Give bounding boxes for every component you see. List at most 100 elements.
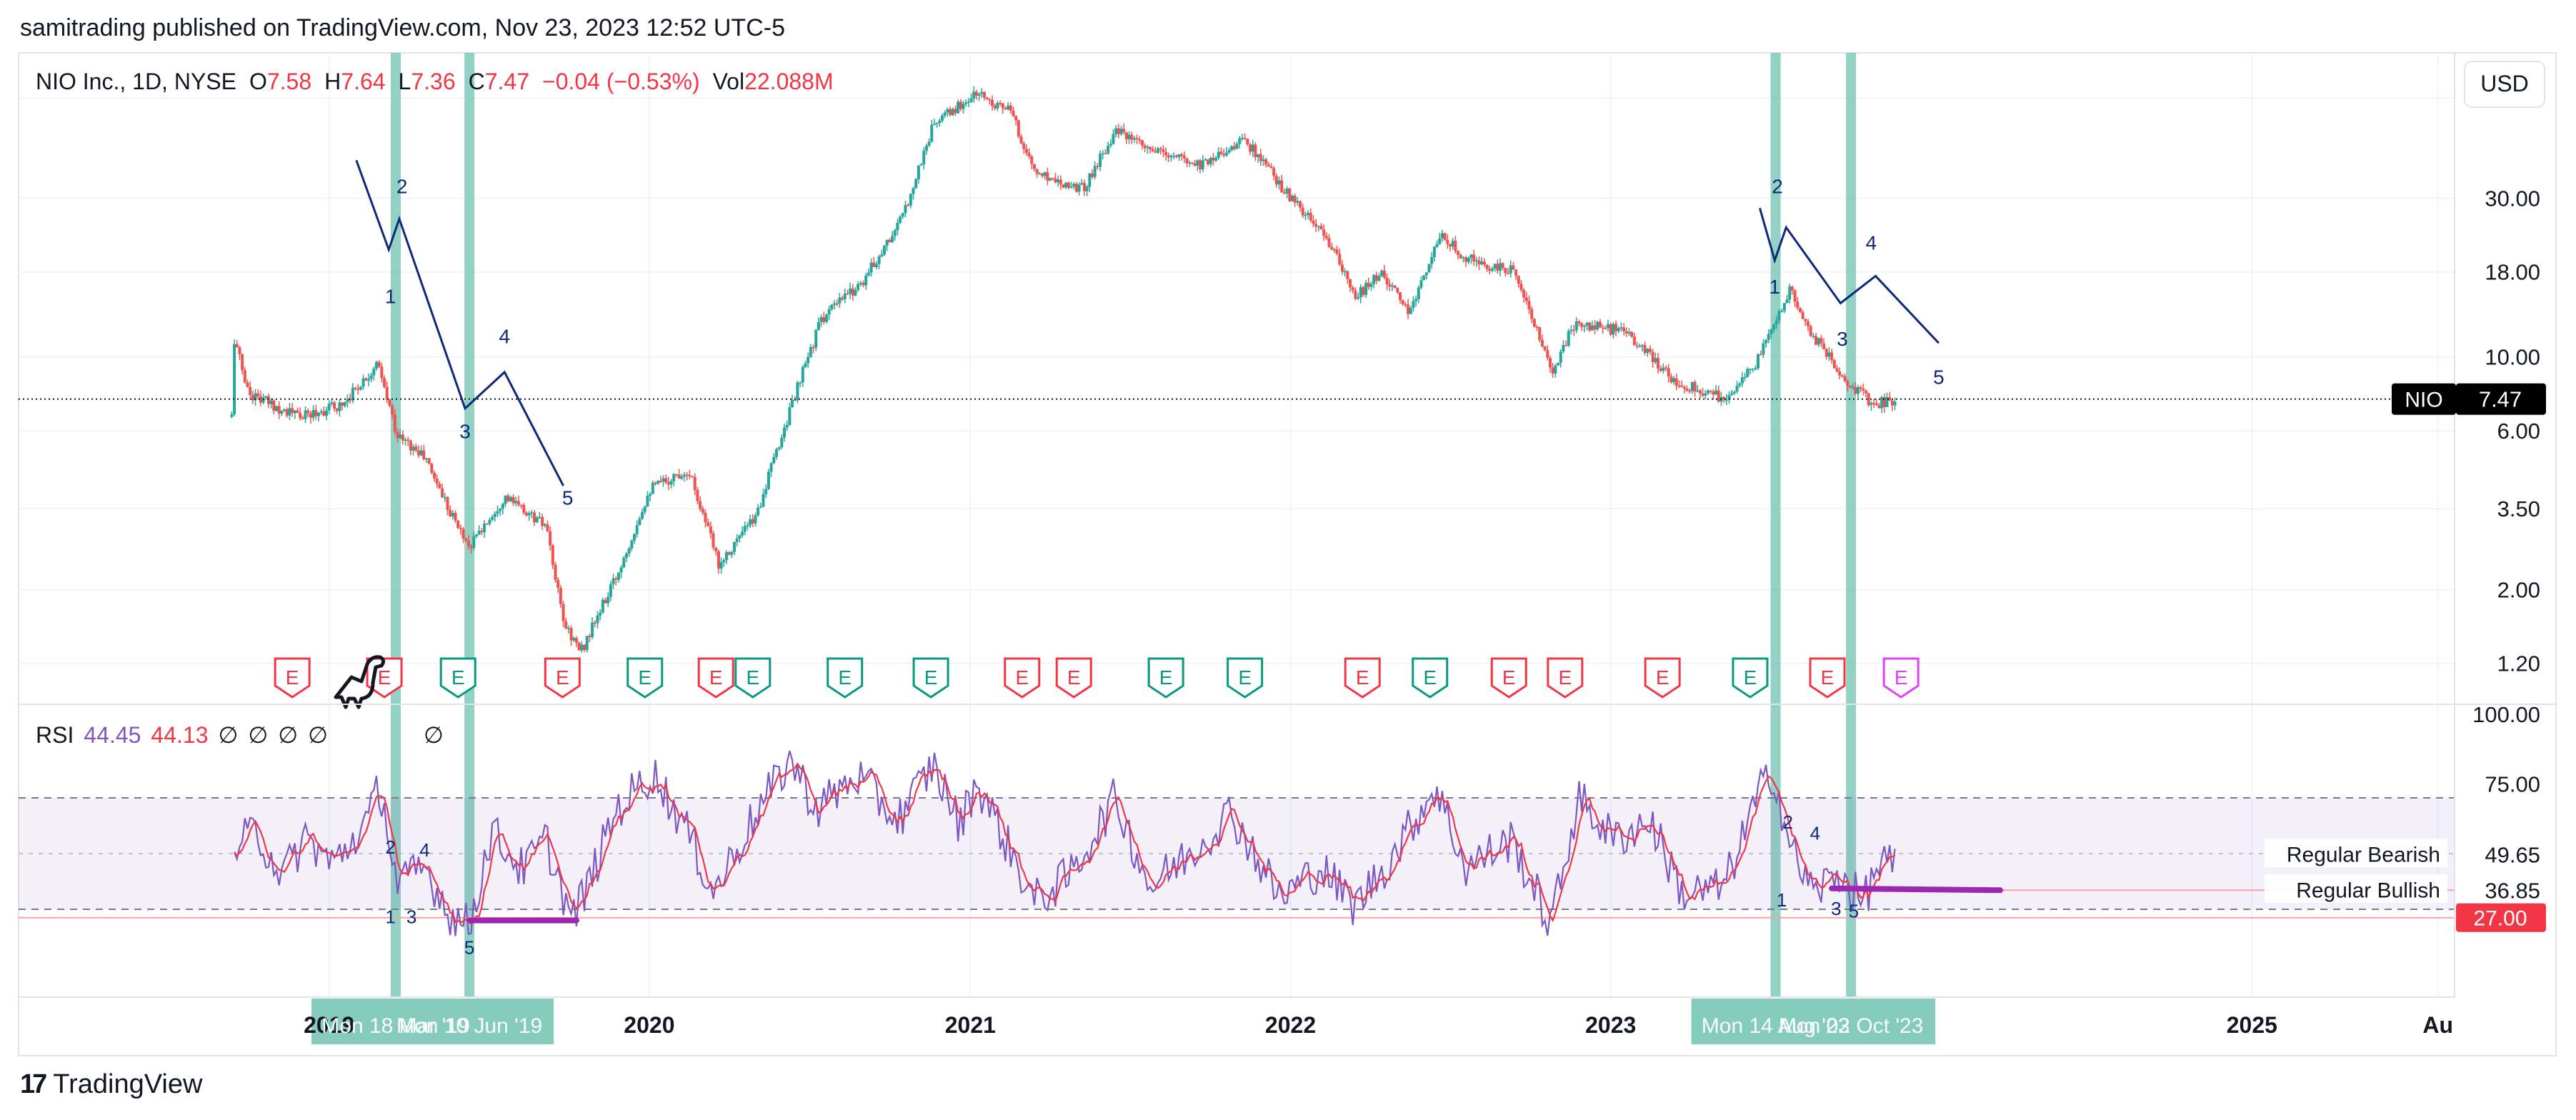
earnings-label: E (838, 666, 852, 689)
candle-down (1319, 226, 1323, 230)
earnings-marker[interactable]: E (1147, 657, 1184, 699)
candle-up (996, 103, 999, 109)
earnings-marker[interactable]: E (1882, 657, 1919, 699)
earnings-badge[interactable] (734, 657, 772, 699)
rsi-empty-value: ∅ (424, 722, 444, 748)
candle-down (1674, 378, 1678, 386)
candle-up (1372, 275, 1376, 284)
earnings-badge[interactable] (827, 657, 864, 699)
earnings-marker[interactable]: E (1547, 657, 1584, 699)
earnings-badge[interactable] (1809, 657, 1846, 699)
earnings-badge[interactable] (1344, 657, 1381, 699)
last-price-badge (2456, 383, 2546, 415)
candle-up (1498, 263, 1502, 271)
earnings-badge[interactable] (1547, 657, 1584, 699)
earnings-badge[interactable] (626, 657, 664, 699)
candle-down (1522, 289, 1526, 298)
candle-up (1427, 264, 1431, 273)
time-tick-label: 2025 (2227, 1012, 2277, 1038)
candle-down (1680, 385, 1684, 387)
candle-down (427, 458, 431, 464)
candle-down (1830, 352, 1834, 361)
earnings-badge[interactable] (697, 657, 734, 699)
tradingview-brand[interactable]: 17 TradingView (20, 1069, 202, 1100)
candle-down (1862, 389, 1865, 391)
candle-up (782, 427, 786, 438)
candle-up (611, 578, 615, 584)
candle-down (522, 504, 526, 513)
earnings-marker[interactable]: E (1809, 657, 1846, 699)
earnings-marker[interactable]: E (827, 657, 864, 699)
earnings-marker[interactable]: E (1412, 657, 1449, 699)
candle-up (867, 272, 870, 276)
candle-down (506, 495, 510, 501)
earnings-badge[interactable] (1004, 657, 1041, 699)
earnings-badge[interactable] (1882, 657, 1919, 699)
candle-down (1843, 376, 1847, 381)
earnings-marker[interactable]: E (439, 657, 476, 699)
candle-down (1759, 354, 1762, 356)
earnings-label: E (451, 666, 465, 689)
candle-up (1132, 138, 1136, 140)
earnings-badge[interactable] (274, 657, 311, 699)
rsi-legend[interactable]: RSI 44.45 44.13 ∅ ∅ ∅ ∅ ∅ (36, 721, 444, 749)
candle-up (1377, 276, 1381, 281)
earnings-badge[interactable] (1732, 657, 1769, 699)
candle-down (1017, 120, 1020, 137)
earnings-marker[interactable]: E (1732, 657, 1769, 699)
candle-down (982, 91, 986, 98)
earnings-badge[interactable] (544, 657, 581, 699)
earnings-marker[interactable]: E (1490, 657, 1527, 699)
candle-down (511, 496, 515, 504)
candle-up (941, 115, 944, 121)
earnings-badge[interactable] (1227, 657, 1264, 699)
candle-down (238, 347, 241, 355)
earnings-marker[interactable]: E (734, 657, 772, 699)
candle-down (1104, 153, 1107, 155)
candle-up (891, 236, 894, 242)
rsi-title[interactable]: RSI (36, 722, 74, 748)
earnings-marker[interactable]: E (912, 657, 949, 699)
earnings-marker[interactable]: E (626, 657, 664, 699)
candle-down (461, 529, 465, 539)
earnings-label: E (286, 666, 299, 689)
candle-down (1117, 128, 1120, 134)
candle-up (1359, 287, 1362, 298)
earnings-marker[interactable]: E (1344, 657, 1381, 699)
close-label: C (468, 69, 485, 94)
earnings-marker[interactable]: E (1055, 657, 1092, 699)
rsi-wave-label: 3 (406, 906, 416, 928)
candle-up (649, 494, 652, 496)
candle-down (377, 361, 381, 367)
candle-down (1624, 331, 1628, 334)
earnings-badge[interactable] (1412, 657, 1449, 699)
earnings-badge[interactable] (1490, 657, 1527, 699)
currency-label: USD (2480, 71, 2529, 96)
earnings-badge[interactable] (1055, 657, 1092, 699)
currency-button[interactable]: USD (2464, 61, 2545, 108)
candle-up (909, 194, 912, 206)
earnings-marker[interactable]: E (274, 657, 311, 699)
earnings-marker[interactable]: E (1644, 657, 1681, 699)
price-grid (19, 53, 2455, 997)
earnings-marker[interactable]: E (544, 657, 581, 699)
time-axis[interactable]: 2019 2020 2021 2022 2023 2025 Au Mon 18 Mar '19… (304, 999, 2453, 1044)
earnings-badge[interactable] (1644, 657, 1681, 699)
earnings-marker[interactable]: E (1004, 657, 1041, 699)
earnings-marker[interactable]: E (1227, 657, 1264, 699)
earnings-marker[interactable]: E (697, 657, 734, 699)
candle-down (549, 531, 552, 546)
candle-down (235, 344, 239, 348)
candle-up (1738, 383, 1742, 386)
symbol-title[interactable]: NIO Inc., 1D, NYSE (36, 69, 236, 94)
earnings-badge[interactable] (912, 657, 949, 699)
earnings-badge[interactable] (1147, 657, 1184, 699)
candle-down (1838, 371, 1842, 376)
wave-label: 2 (396, 176, 408, 198)
wave-label: 4 (499, 325, 510, 347)
earnings-badge[interactable] (439, 657, 476, 699)
candle-down (1167, 155, 1170, 158)
candle-up (957, 101, 960, 114)
candle-up (627, 548, 631, 554)
symbol-legend[interactable]: NIO Inc., 1D, NYSE O7.58 H7.64 L7.36 C7.… (36, 69, 834, 95)
